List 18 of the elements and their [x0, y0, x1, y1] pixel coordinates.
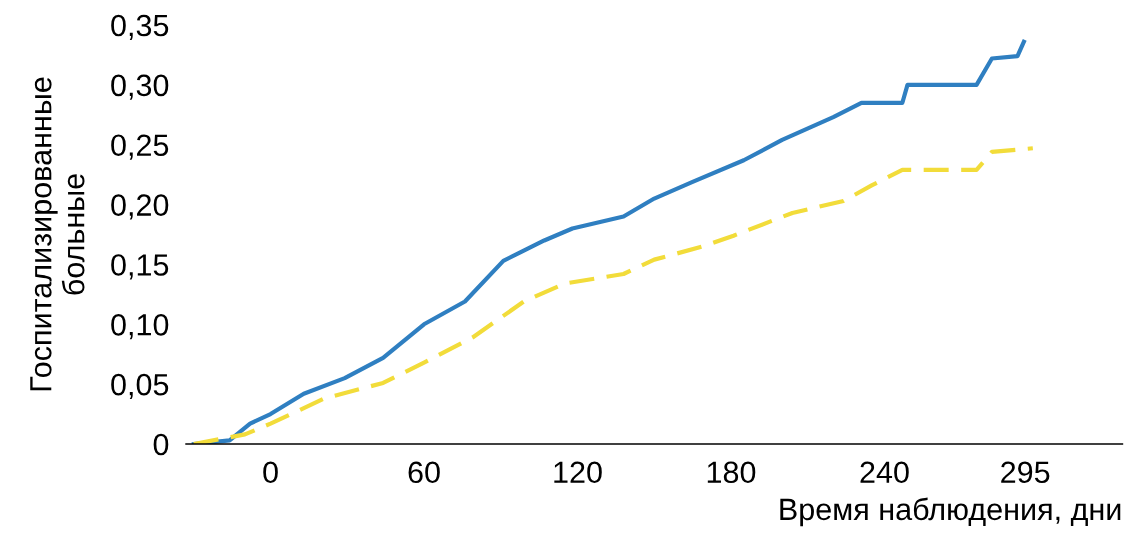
y-axis-title: Госпитализированные больные — [30, 77, 85, 391]
line-series — [191, 39, 1026, 444]
y-tick-label: 0,10 — [111, 314, 169, 340]
y-tick-label: 0,15 — [111, 254, 169, 280]
x-tick-label: 0 — [263, 461, 278, 484]
y-tick-label: 0,05 — [111, 373, 169, 400]
y-tick-label: 0,20 — [111, 194, 169, 220]
x-tick-label: 295 — [1001, 461, 1050, 484]
y-tick-label: 0 — [153, 433, 169, 456]
x-tick-label: 120 — [554, 461, 602, 484]
y-tick-label: 0,25 — [111, 134, 169, 160]
y-tick-label: 0,30 — [111, 74, 169, 100]
y-tick-label: 0,35 — [111, 14, 169, 40]
line-series — [191, 146, 1035, 444]
x-tick-label: 240 — [860, 461, 909, 484]
x-tick-label: 180 — [707, 461, 756, 484]
x-axis-title: Время наблюдения, дни — [780, 497, 1121, 527]
x-tick-label: 60 — [408, 461, 440, 484]
